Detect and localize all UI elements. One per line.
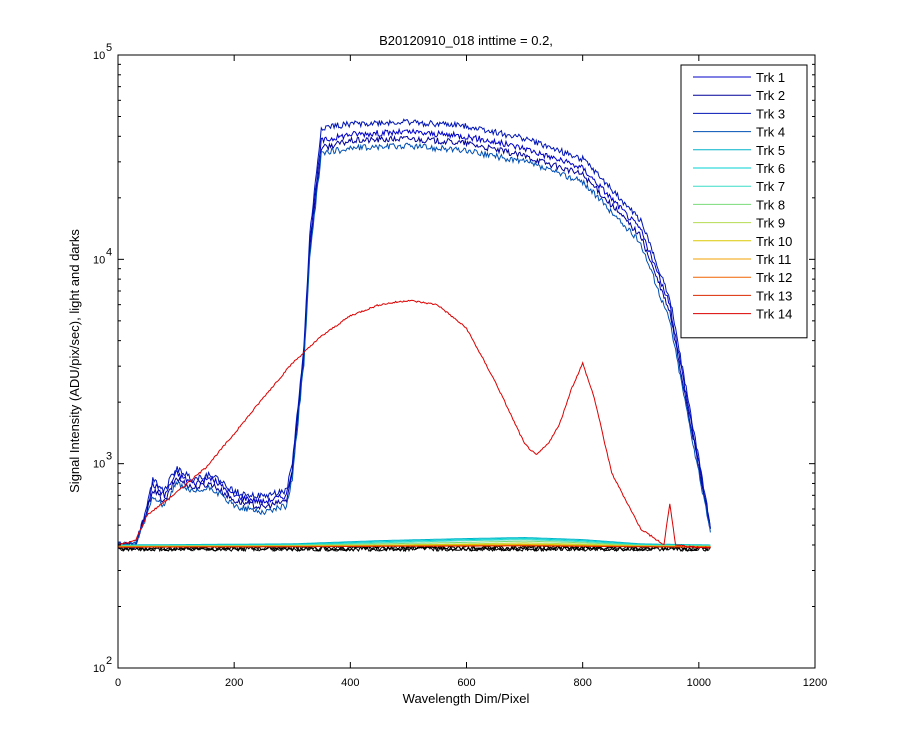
series-layer bbox=[117, 118, 711, 553]
y-tick-exponent: 2 bbox=[106, 655, 112, 667]
legend-label: Trk 6 bbox=[756, 161, 785, 176]
x-tick-label: 200 bbox=[225, 677, 243, 689]
legend-label: Trk 7 bbox=[756, 179, 785, 194]
x-tick-label: 0 bbox=[115, 677, 121, 689]
x-axis-label: Wavelength Dim/Pixel bbox=[403, 691, 530, 706]
legend-label: Trk 4 bbox=[756, 125, 785, 140]
y-tick-label: 10 bbox=[93, 459, 105, 471]
legend-label: Trk 1 bbox=[756, 70, 785, 85]
legend-label: Trk 8 bbox=[756, 197, 785, 212]
legend-box bbox=[680, 64, 808, 339]
legend-label: Trk 3 bbox=[756, 106, 785, 121]
legend-label: Trk 14 bbox=[756, 307, 792, 322]
x-tick-label: 1000 bbox=[687, 677, 711, 689]
legend-label: Trk 13 bbox=[756, 288, 792, 303]
chart-title: B20120910_018 inttime = 0.2, bbox=[379, 33, 553, 48]
x-tick-label: 1200 bbox=[803, 677, 827, 689]
series-line bbox=[117, 118, 711, 550]
legend-label: Trk 10 bbox=[756, 234, 792, 249]
legend: Trk 1 Trk 2 Trk 3 Trk 4 Trk 5 Trk 6 Trk 7 Trk 8… bbox=[680, 64, 808, 339]
legend-label: Trk 5 bbox=[756, 143, 785, 158]
y-tick-exponent: 4 bbox=[106, 246, 112, 258]
x-tick-label: 800 bbox=[573, 677, 591, 689]
y-tick-exponent: 5 bbox=[106, 42, 112, 54]
y-tick-exponent: 3 bbox=[106, 451, 112, 463]
x-tick-label: 600 bbox=[457, 677, 475, 689]
series-line bbox=[117, 299, 711, 549]
y-tick-label: 10 bbox=[93, 254, 105, 266]
y-tick-label: 10 bbox=[93, 663, 105, 675]
y-tick-label: 10 bbox=[93, 50, 105, 62]
legend-label: Trk 11 bbox=[756, 252, 791, 267]
legend-label: Trk 2 bbox=[756, 88, 785, 103]
x-tick-label: 400 bbox=[341, 677, 359, 689]
legend-label: Trk 9 bbox=[756, 216, 785, 231]
series-line bbox=[117, 142, 711, 548]
series-line bbox=[118, 545, 711, 548]
series-line bbox=[117, 127, 711, 550]
dark-frame-line bbox=[117, 544, 711, 553]
legend-label: Trk 12 bbox=[756, 270, 792, 285]
series-line bbox=[117, 134, 711, 549]
y-axis-label: Signal Intensity (ADU/pix/sec), light an… bbox=[67, 229, 82, 493]
